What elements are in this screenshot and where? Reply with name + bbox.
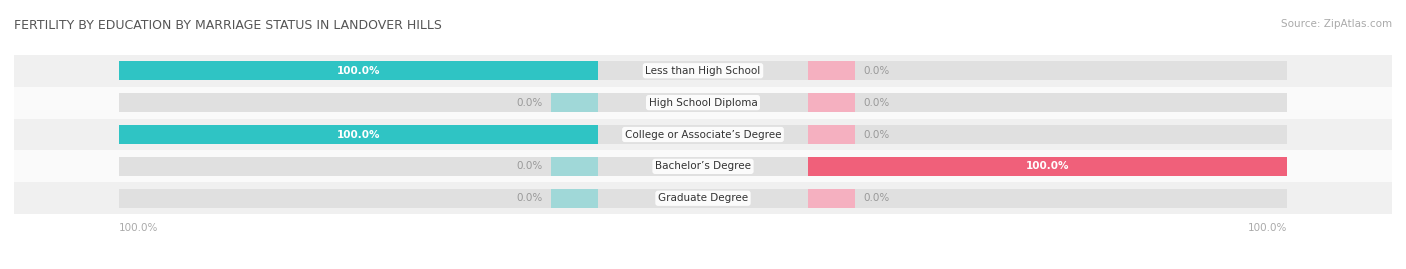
- Bar: [551, 189, 598, 208]
- Text: 100.0%: 100.0%: [1247, 223, 1286, 233]
- Text: Bachelor’s Degree: Bachelor’s Degree: [655, 161, 751, 171]
- Text: 100.0%: 100.0%: [1026, 161, 1069, 171]
- Text: 0.0%: 0.0%: [516, 161, 543, 171]
- Text: 100.0%: 100.0%: [337, 66, 380, 76]
- Bar: [120, 61, 598, 80]
- Bar: [120, 157, 1286, 176]
- Bar: [120, 125, 1286, 144]
- Bar: [808, 189, 855, 208]
- Text: High School Diploma: High School Diploma: [648, 98, 758, 108]
- Text: 0.0%: 0.0%: [863, 193, 890, 203]
- Text: 0.0%: 0.0%: [863, 98, 890, 108]
- Bar: [551, 157, 598, 176]
- Text: College or Associate’s Degree: College or Associate’s Degree: [624, 129, 782, 140]
- Bar: [14, 87, 1406, 119]
- Text: Graduate Degree: Graduate Degree: [658, 193, 748, 203]
- Bar: [551, 93, 598, 112]
- Bar: [14, 182, 1406, 214]
- Bar: [808, 61, 855, 80]
- Bar: [14, 55, 1406, 87]
- Bar: [808, 157, 1286, 176]
- Bar: [14, 119, 1406, 150]
- Text: 100.0%: 100.0%: [337, 129, 380, 140]
- Bar: [808, 93, 855, 112]
- Text: 0.0%: 0.0%: [863, 129, 890, 140]
- Bar: [120, 61, 1286, 80]
- Text: 100.0%: 100.0%: [120, 223, 159, 233]
- Bar: [120, 125, 598, 144]
- Bar: [120, 93, 1286, 112]
- Text: 0.0%: 0.0%: [516, 193, 543, 203]
- Text: FERTILITY BY EDUCATION BY MARRIAGE STATUS IN LANDOVER HILLS: FERTILITY BY EDUCATION BY MARRIAGE STATU…: [14, 19, 441, 32]
- Text: 0.0%: 0.0%: [863, 66, 890, 76]
- Bar: [808, 125, 855, 144]
- Bar: [120, 189, 1286, 208]
- Text: Less than High School: Less than High School: [645, 66, 761, 76]
- Text: 0.0%: 0.0%: [516, 98, 543, 108]
- Bar: [14, 150, 1406, 182]
- Text: Source: ZipAtlas.com: Source: ZipAtlas.com: [1281, 19, 1392, 29]
